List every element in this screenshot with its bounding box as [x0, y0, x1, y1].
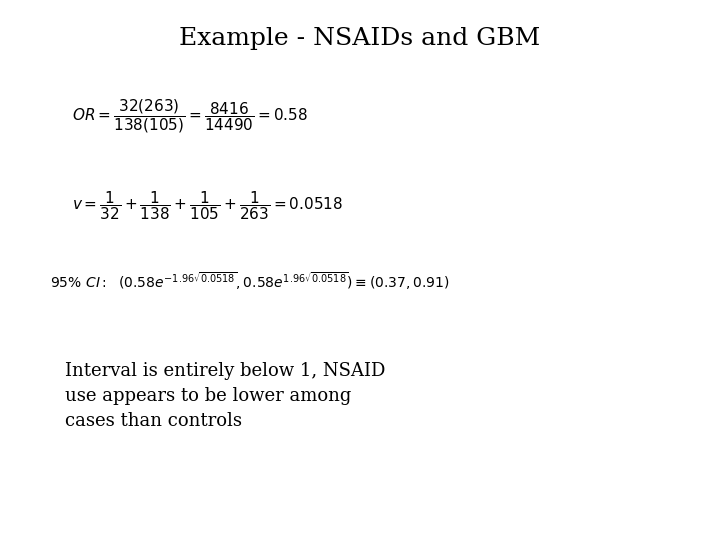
Text: $OR = \dfrac{32(263)}{138(105)} = \dfrac{8416}{14490} = 0.58$: $OR = \dfrac{32(263)}{138(105)} = \dfrac…	[72, 97, 308, 135]
Text: $v = \dfrac{1}{32} + \dfrac{1}{138} + \dfrac{1}{105} + \dfrac{1}{263} = 0.0518$: $v = \dfrac{1}{32} + \dfrac{1}{138} + \d…	[72, 189, 343, 222]
Text: Example - NSAIDs and GBM: Example - NSAIDs and GBM	[179, 27, 541, 50]
Text: $95\% \ CI: \ \ (0.58e^{-1.96\sqrt{0.0518}}, 0.58e^{1.96\sqrt{0.0518}}) \equiv (: $95\% \ CI: \ \ (0.58e^{-1.96\sqrt{0.051…	[50, 270, 450, 292]
Text: Interval is entirely below 1, NSAID
use appears to be lower among
cases than con: Interval is entirely below 1, NSAID use …	[65, 362, 385, 430]
